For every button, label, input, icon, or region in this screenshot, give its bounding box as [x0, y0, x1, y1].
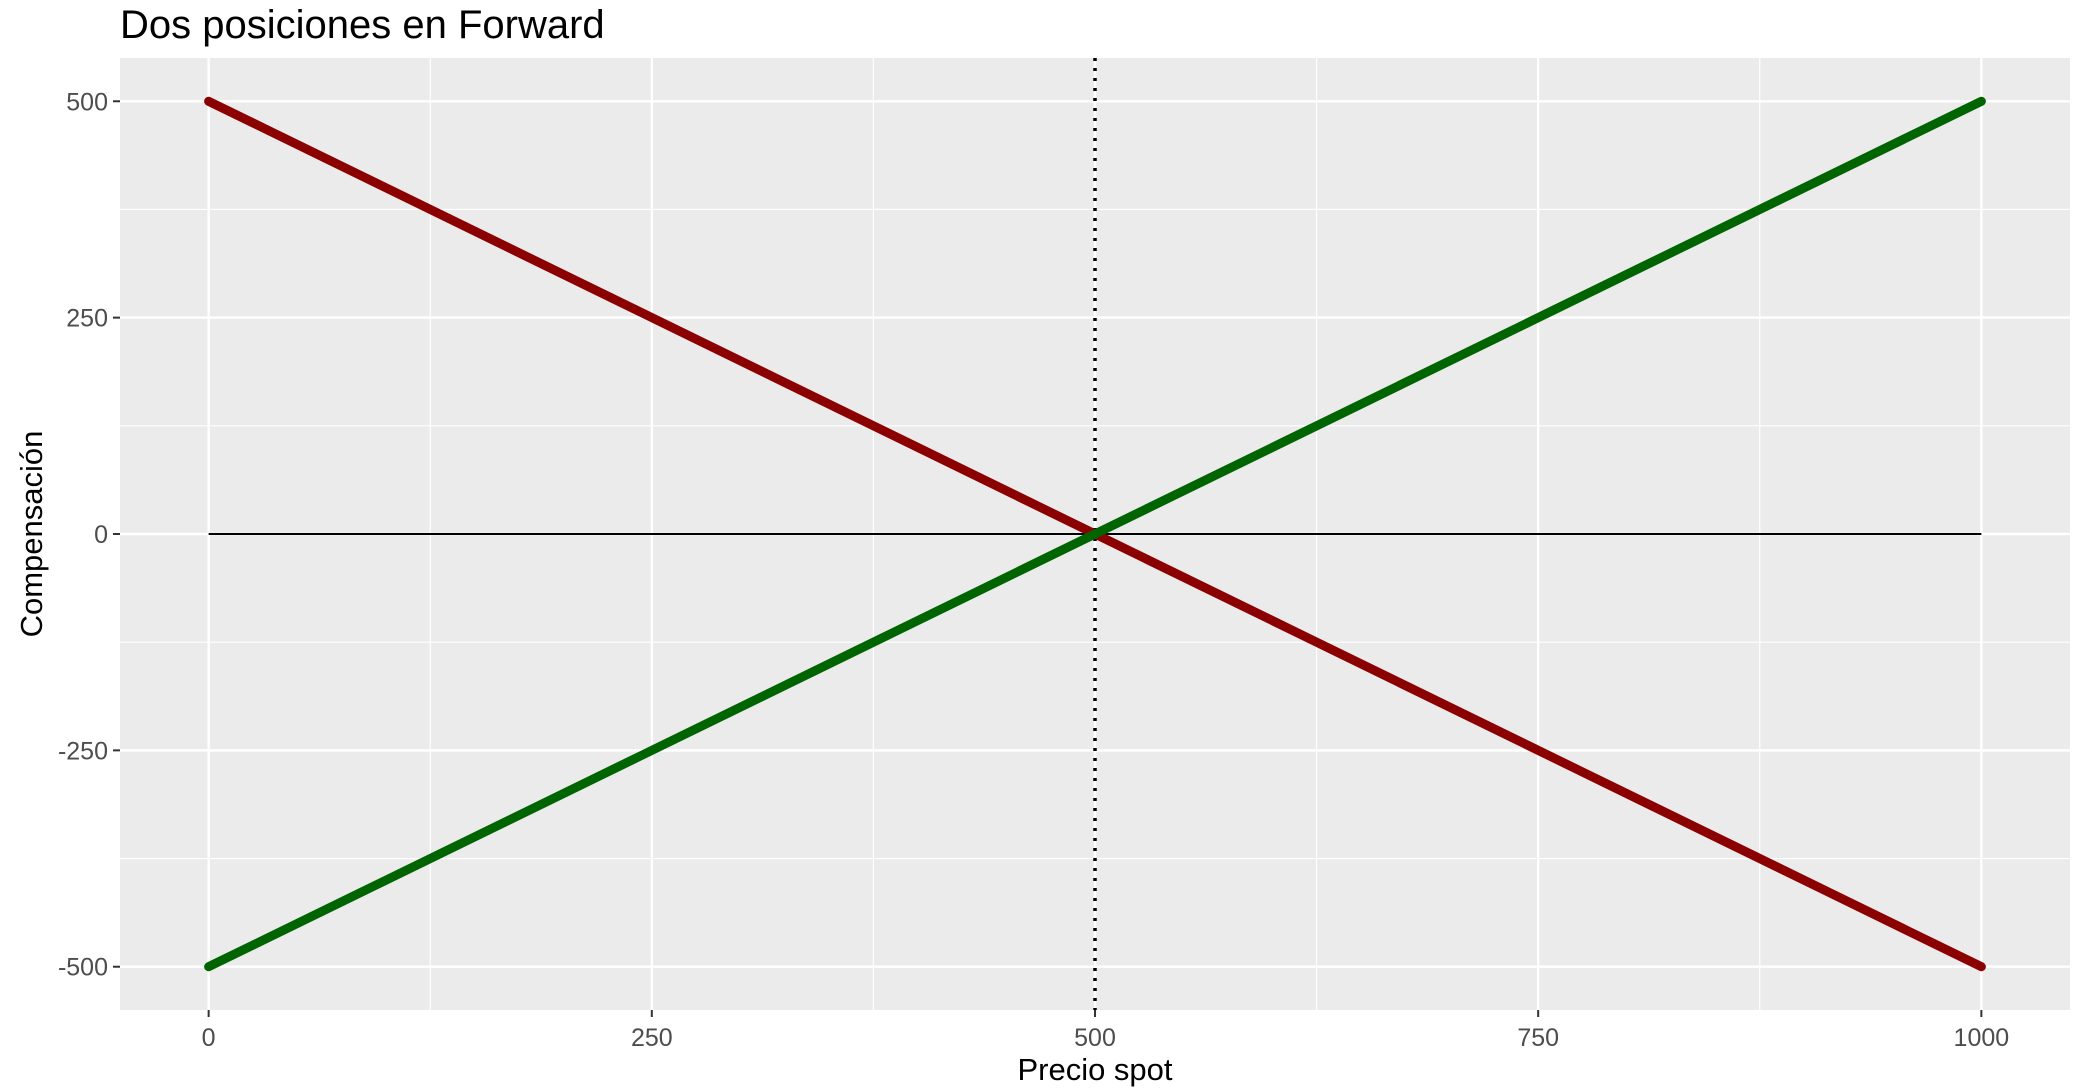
y-tick-label: -250	[58, 737, 108, 765]
x-axis-title: Precio spot	[1017, 1052, 1172, 1087]
y-axis-title: Compensación	[14, 431, 49, 638]
y-tick-label: 0	[94, 521, 108, 549]
x-axis-ticks: 0 250 500 750 1000	[202, 1010, 2009, 1052]
x-tick-label: 500	[1074, 1024, 1116, 1052]
x-tick-label: 0	[202, 1024, 216, 1052]
x-tick-label: 1000	[1954, 1024, 2010, 1052]
x-tick-label: 250	[631, 1024, 673, 1052]
chart-title: Dos posiciones en Forward	[120, 3, 605, 47]
y-tick-label: 500	[66, 88, 108, 116]
y-tick-label: 250	[66, 305, 108, 333]
y-axis-ticks: -500 -250 0 250 500	[58, 88, 120, 982]
y-tick-label: -500	[58, 954, 108, 982]
series-line-2	[204, 96, 1986, 972]
series-lines	[204, 96, 1986, 972]
x-tick-label: 750	[1517, 1024, 1559, 1052]
